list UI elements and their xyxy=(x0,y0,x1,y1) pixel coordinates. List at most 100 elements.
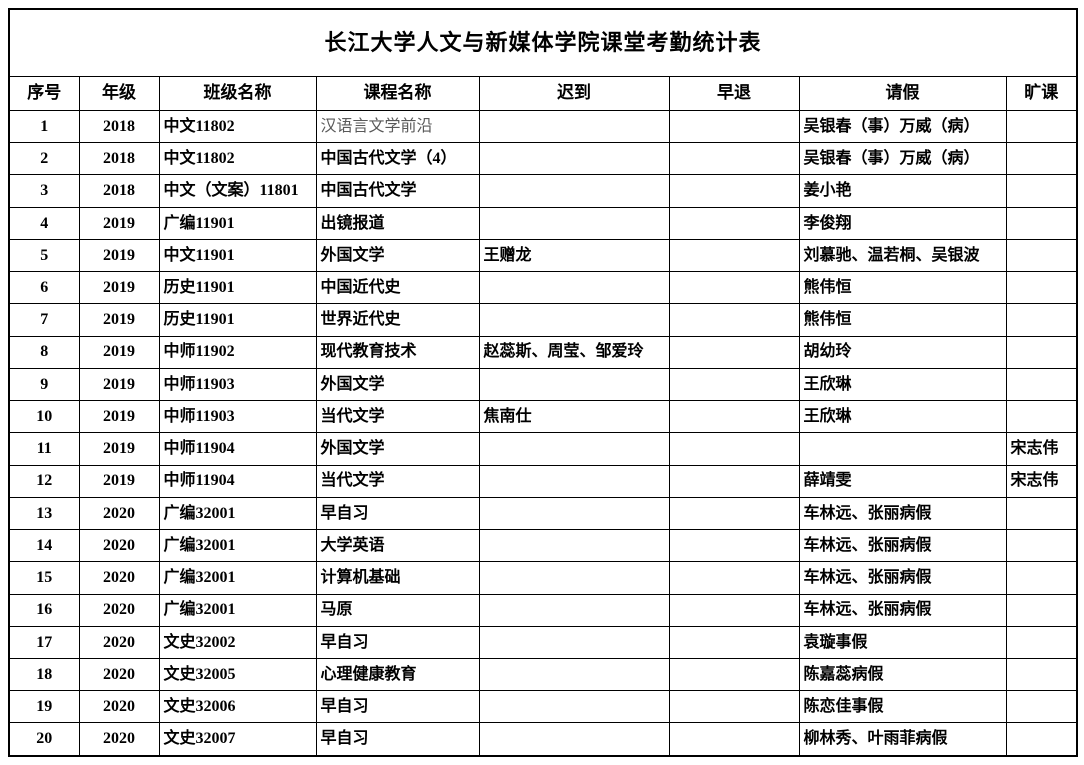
table-row: 18 2020 文史32005 心理健康教育 陈嘉蕊病假 xyxy=(8,657,1078,692)
cell-no: 2 xyxy=(8,142,80,176)
cell-absence: 宋志伟 xyxy=(1005,432,1078,466)
cell-grade: 2019 xyxy=(78,400,160,434)
cell-absence: 宋志伟 xyxy=(1005,464,1078,498)
cell-grade: 2019 xyxy=(78,432,160,466)
cell-absence xyxy=(1005,496,1078,531)
cell-late xyxy=(478,303,670,337)
cell-course-name: 中国古代文学 xyxy=(315,174,480,208)
cell-course-name: 中国古代文学（4） xyxy=(315,142,480,176)
cell-grade: 2020 xyxy=(78,529,160,563)
cell-grade: 2019 xyxy=(78,206,160,240)
cell-class-name: 广编32001 xyxy=(158,561,317,595)
cell-no: 14 xyxy=(8,529,80,563)
cell-early-leave xyxy=(668,593,800,627)
cell-no: 16 xyxy=(8,593,80,627)
cell-class-name: 中师11902 xyxy=(158,335,317,369)
cell-early-leave xyxy=(668,303,800,337)
cell-absence xyxy=(1005,400,1078,434)
cell-class-name: 文史32006 xyxy=(158,690,317,724)
cell-grade: 2018 xyxy=(78,174,160,208)
cell-grade: 2019 xyxy=(78,303,160,337)
cell-absence xyxy=(1005,142,1078,176)
cell-leave: 薛靖雯 xyxy=(798,464,1007,498)
column-header-late: 迟到 xyxy=(478,76,670,111)
table-row: 11 2019 中师11904 外国文学 宋志伟 xyxy=(8,432,1078,466)
cell-course-name: 马原 xyxy=(315,593,480,627)
cell-absence xyxy=(1005,174,1078,208)
cell-no: 3 xyxy=(8,174,80,208)
cell-course-name: 大学英语 xyxy=(315,529,480,563)
cell-no: 8 xyxy=(8,335,80,369)
cell-absence xyxy=(1005,657,1078,692)
cell-leave: 王欣琳 xyxy=(798,367,1007,402)
column-header-class-name: 班级名称 xyxy=(158,76,317,111)
cell-early-leave xyxy=(668,722,800,757)
cell-absence xyxy=(1005,271,1078,305)
cell-class-name: 中师11903 xyxy=(158,367,317,402)
cell-leave xyxy=(798,432,1007,466)
cell-grade: 2020 xyxy=(78,690,160,724)
cell-course-name: 汉语言文学前沿 xyxy=(315,109,480,144)
cell-no: 4 xyxy=(8,206,80,240)
cell-late xyxy=(478,561,670,595)
table-row: 6 2019 历史11901 中国近代史 熊伟恒 xyxy=(8,271,1078,305)
cell-late xyxy=(478,464,670,498)
cell-early-leave xyxy=(668,496,800,531)
table-row: 7 2019 历史11901 世界近代史 熊伟恒 xyxy=(8,303,1078,337)
table-row: 15 2020 广编32001 计算机基础 车林远、张丽病假 xyxy=(8,561,1078,595)
cell-no: 17 xyxy=(8,625,80,659)
cell-no: 10 xyxy=(8,400,80,434)
cell-late xyxy=(478,593,670,627)
cell-course-name: 早自习 xyxy=(315,722,480,757)
cell-leave: 吴银春（事）万威（病） xyxy=(798,142,1007,176)
cell-course-name: 当代文学 xyxy=(315,400,480,434)
cell-absence xyxy=(1005,690,1078,724)
cell-no: 15 xyxy=(8,561,80,595)
cell-late: 焦南仕 xyxy=(478,400,670,434)
cell-leave: 胡幼玲 xyxy=(798,335,1007,369)
cell-early-leave xyxy=(668,400,800,434)
cell-early-leave xyxy=(668,206,800,240)
cell-absence xyxy=(1005,109,1078,144)
cell-early-leave xyxy=(668,529,800,563)
page-title: 长江大学人文与新媒体学院课堂考勤统计表 xyxy=(8,8,1078,77)
cell-leave: 姜小艳 xyxy=(798,174,1007,208)
table-row: 3 2018 中文（文案）11801 中国古代文学 姜小艳 xyxy=(8,174,1078,208)
cell-no: 7 xyxy=(8,303,80,337)
cell-leave: 柳林秀、叶雨菲病假 xyxy=(798,722,1007,757)
cell-early-leave xyxy=(668,561,800,595)
cell-no: 6 xyxy=(8,271,80,305)
cell-late xyxy=(478,496,670,531)
cell-grade: 2019 xyxy=(78,271,160,305)
table-row: 16 2020 广编32001 马原 车林远、张丽病假 xyxy=(8,593,1078,627)
cell-early-leave xyxy=(668,657,800,692)
cell-early-leave xyxy=(668,142,800,176)
cell-course-name: 计算机基础 xyxy=(315,561,480,595)
cell-grade: 2018 xyxy=(78,142,160,176)
table-row: 8 2019 中师11902 现代教育技术 赵蕊斯、周莹、邹爱玲 胡幼玲 xyxy=(8,335,1078,369)
cell-no: 19 xyxy=(8,690,80,724)
title-row: 长江大学人文与新媒体学院课堂考勤统计表 xyxy=(8,8,1078,77)
cell-class-name: 中师11904 xyxy=(158,464,317,498)
cell-no: 12 xyxy=(8,464,80,498)
cell-grade: 2020 xyxy=(78,561,160,595)
cell-late: 赵蕊斯、周莹、邹爱玲 xyxy=(478,335,670,369)
cell-grade: 2019 xyxy=(78,464,160,498)
cell-course-name: 现代教育技术 xyxy=(315,335,480,369)
cell-class-name: 广编32001 xyxy=(158,496,317,531)
table-row: 1 2018 中文11802 汉语言文学前沿 吴银春（事）万威（病） xyxy=(8,109,1078,144)
cell-no: 1 xyxy=(8,109,80,144)
cell-class-name: 中文11802 xyxy=(158,142,317,176)
cell-class-name: 中师11903 xyxy=(158,400,317,434)
cell-late xyxy=(478,432,670,466)
cell-no: 18 xyxy=(8,657,80,692)
cell-class-name: 文史32007 xyxy=(158,722,317,757)
table-row: 14 2020 广编32001 大学英语 车林远、张丽病假 xyxy=(8,529,1078,563)
cell-early-leave xyxy=(668,367,800,402)
cell-class-name: 中文11901 xyxy=(158,238,317,273)
cell-late xyxy=(478,174,670,208)
column-header-absence: 旷课 xyxy=(1005,76,1078,111)
cell-late xyxy=(478,206,670,240)
cell-course-name: 外国文学 xyxy=(315,432,480,466)
